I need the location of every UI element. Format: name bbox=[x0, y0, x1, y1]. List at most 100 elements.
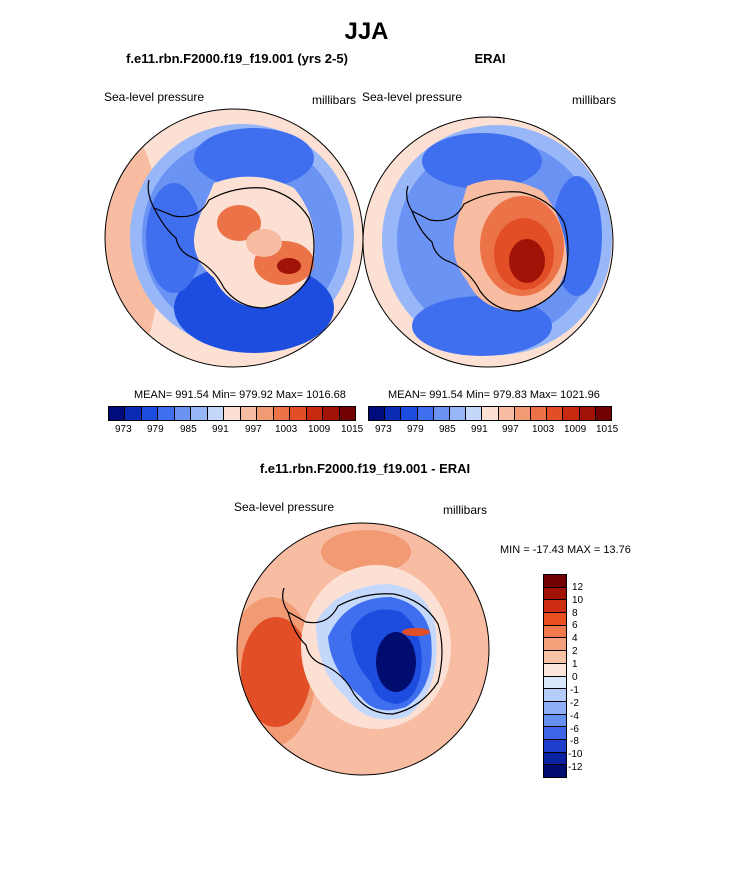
diff-tick: 8 bbox=[572, 608, 578, 619]
right-polar-map bbox=[362, 116, 614, 368]
left-stats: MEAN= 991.54 Min= 979.92 Max= 1016.68 bbox=[134, 389, 346, 401]
right-units-label: millibars bbox=[572, 93, 617, 107]
diff-map-core bbox=[376, 632, 416, 692]
diff-colorbar bbox=[543, 574, 567, 778]
colorbar-swatch bbox=[563, 407, 580, 420]
left-map-high-core bbox=[277, 258, 301, 274]
colorbar-swatch bbox=[514, 407, 532, 420]
colorbar-swatch bbox=[174, 407, 192, 420]
colorbar-swatch bbox=[273, 407, 291, 420]
colorbar-swatch bbox=[207, 407, 225, 420]
diff-tick: -6 bbox=[570, 724, 579, 735]
colorbar-swatch bbox=[450, 407, 467, 420]
colorbar-swatch bbox=[109, 407, 126, 420]
diff-colorbar-swatch bbox=[544, 651, 566, 664]
right-tick: 1003 bbox=[532, 424, 555, 435]
diff-tick: 0 bbox=[572, 672, 578, 683]
colorbar-swatch bbox=[369, 407, 386, 420]
left-tick: 997 bbox=[245, 424, 262, 435]
colorbar-swatch bbox=[433, 407, 451, 420]
diff-colorbar-swatch bbox=[544, 727, 566, 740]
diff-tick: -2 bbox=[570, 698, 579, 709]
right-peninsula bbox=[406, 185, 413, 212]
left-panel-title: f.e11.rbn.F2000.f19_f19.001 (yrs 2-5) bbox=[126, 51, 348, 66]
colorbar-swatch bbox=[498, 407, 515, 420]
diff-tick: 10 bbox=[572, 595, 584, 606]
diff-tick: -8 bbox=[570, 736, 579, 747]
colorbar-swatch bbox=[290, 407, 307, 420]
left-tick: 985 bbox=[180, 424, 197, 435]
diff-tick: -1 bbox=[570, 685, 579, 696]
right-tick: 973 bbox=[375, 424, 392, 435]
colorbar-swatch bbox=[466, 407, 483, 420]
diff-colorbar-swatch bbox=[544, 587, 566, 601]
left-field-label: Sea-level pressure bbox=[104, 90, 205, 104]
diff-tick: 1 bbox=[572, 659, 578, 670]
colorbar-swatch bbox=[531, 407, 548, 420]
right-stats: MEAN= 991.54 Min= 979.83 Max= 1021.96 bbox=[388, 389, 600, 401]
colorbar-swatch bbox=[224, 407, 241, 420]
left-polar-map bbox=[104, 108, 364, 368]
page-title: JJA bbox=[344, 18, 389, 45]
colorbar-swatch bbox=[323, 407, 340, 420]
diff-tick: 2 bbox=[572, 646, 578, 657]
diff-colorbar-swatch bbox=[544, 676, 566, 690]
left-map-trough-west bbox=[146, 183, 202, 293]
right-tick: 1009 bbox=[564, 424, 587, 435]
colorbar-swatch bbox=[547, 407, 564, 420]
right-tick: 1015 bbox=[596, 424, 619, 435]
right-tick: 979 bbox=[407, 424, 424, 435]
right-tick: 991 bbox=[471, 424, 488, 435]
left-tick: 1003 bbox=[275, 424, 298, 435]
diff-tick: -10 bbox=[568, 749, 583, 760]
diff-colorbar-swatch bbox=[544, 663, 566, 677]
diff-colorbar-swatch bbox=[544, 613, 566, 626]
left-colorbar bbox=[108, 406, 356, 421]
colorbar-swatch bbox=[339, 407, 356, 420]
left-units-label: millibars bbox=[312, 93, 357, 107]
diff-map-west-low-inner bbox=[241, 617, 311, 727]
right-tick: 985 bbox=[439, 424, 456, 435]
diff-colorbar-swatch bbox=[544, 765, 566, 777]
colorbar-swatch bbox=[579, 407, 596, 420]
left-map-high-west bbox=[217, 205, 261, 241]
diff-peninsula bbox=[282, 587, 289, 613]
colorbar-swatch bbox=[385, 407, 402, 420]
colorbar-swatch bbox=[141, 407, 159, 420]
colorbar-swatch bbox=[158, 407, 175, 420]
diff-tick: 12 bbox=[572, 582, 584, 593]
colorbar-swatch bbox=[125, 407, 142, 420]
colorbar-swatch bbox=[306, 407, 324, 420]
diff-map-red-streak bbox=[402, 628, 430, 636]
diff-map-frame bbox=[236, 522, 490, 776]
left-tick: 979 bbox=[147, 424, 164, 435]
left-tick: 973 bbox=[115, 424, 132, 435]
colorbar-swatch bbox=[482, 407, 499, 420]
diff-polar-map bbox=[236, 522, 490, 776]
diff-units-label: millibars bbox=[443, 503, 488, 517]
left-tick: 1015 bbox=[341, 424, 364, 435]
diff-colorbar-swatch bbox=[544, 739, 566, 753]
diff-colorbar-swatch bbox=[544, 701, 566, 715]
diff-tick: 4 bbox=[572, 633, 578, 644]
right-colorbar bbox=[368, 406, 612, 421]
diff-colorbar-swatch bbox=[544, 689, 566, 702]
diff-coastline bbox=[287, 593, 443, 715]
right-field-label: Sea-level pressure bbox=[362, 90, 463, 104]
left-map-high-center bbox=[246, 229, 282, 257]
diff-map-north-high bbox=[321, 530, 411, 574]
diff-tick: -12 bbox=[568, 762, 583, 773]
colorbar-swatch bbox=[240, 407, 258, 420]
right-map-high-core bbox=[509, 239, 545, 283]
right-panel-title: ERAI bbox=[474, 51, 506, 66]
left-map-trough-north bbox=[194, 128, 314, 188]
right-tick: 997 bbox=[502, 424, 519, 435]
diff-panel-title: f.e11.rbn.F2000.f19_f19.001 - ERAI bbox=[259, 461, 471, 476]
right-map-trough-north bbox=[422, 133, 542, 189]
right-coastline bbox=[410, 191, 569, 312]
diff-field-label: Sea-level pressure bbox=[234, 500, 335, 514]
left-peninsula bbox=[147, 179, 155, 209]
colorbar-swatch bbox=[401, 407, 418, 420]
diff-colorbar-swatch bbox=[544, 752, 566, 766]
colorbar-swatch bbox=[595, 407, 612, 420]
